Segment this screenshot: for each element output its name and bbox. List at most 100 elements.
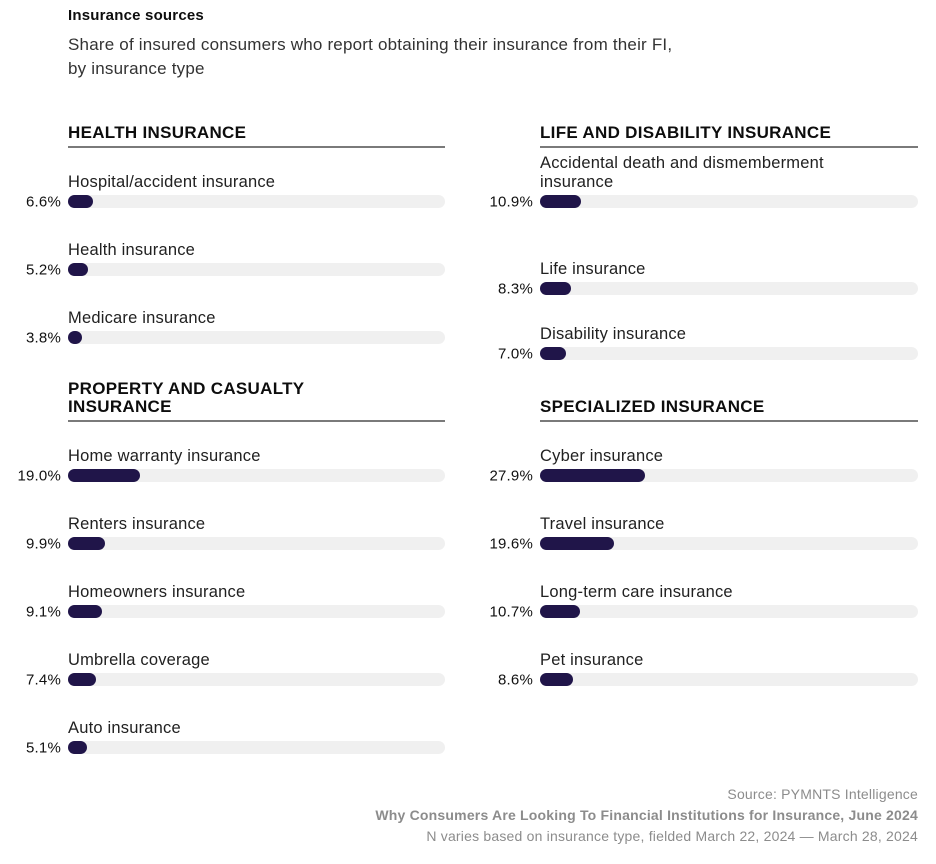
bar-label: Hospital/accident insurance bbox=[68, 173, 276, 191]
section-header: PROPERTY AND CASUALTY INSURANCE bbox=[68, 374, 445, 416]
bar-fill bbox=[540, 282, 572, 295]
chart-footer: Source: PYMNTS Intelligence Why Consumer… bbox=[0, 784, 936, 847]
bar-value: 10.7% bbox=[489, 603, 533, 620]
bar-track bbox=[68, 469, 445, 482]
section-rule bbox=[68, 146, 445, 148]
bar-value: 19.0% bbox=[17, 467, 61, 484]
bar-row: Umbrella coverage 7.4% bbox=[26, 651, 445, 688]
bar: 8.3% bbox=[498, 280, 918, 297]
bar-track bbox=[68, 537, 445, 550]
chart-title: Insurance sources bbox=[68, 7, 204, 24]
bar-value: 7.4% bbox=[26, 671, 61, 688]
footer-note: N varies based on insurance type, fielde… bbox=[426, 828, 918, 844]
section-rule bbox=[540, 146, 918, 148]
footer-report-title: Why Consumers Are Looking To Financial I… bbox=[375, 807, 918, 823]
bar-value: 9.1% bbox=[26, 603, 61, 620]
bar-value: 19.6% bbox=[489, 535, 533, 552]
bar-value: 8.6% bbox=[498, 671, 533, 688]
section-title: SPECIALIZED INSURANCE bbox=[540, 397, 765, 416]
bar-track bbox=[68, 673, 445, 686]
bar-label: Disability insurance bbox=[540, 325, 687, 343]
bar-value: 5.2% bbox=[26, 261, 61, 278]
section-title: HEALTH INSURANCE bbox=[68, 123, 247, 142]
bar-label: Accidental death and dismemberment insur… bbox=[540, 154, 824, 191]
section-rows: Cyber insurance 27.9% Travel insurance 19.6… bbox=[489, 447, 918, 688]
bar-fill bbox=[68, 605, 103, 618]
section-health-insurance: HEALTH INSURANCE Hospital/accident insura… bbox=[0, 124, 472, 374]
bar-track bbox=[540, 195, 918, 208]
bar: 8.6% bbox=[498, 671, 918, 688]
chart-subtitle-line-2: by insurance type bbox=[68, 59, 205, 78]
bar-row: Disability insurance 7.0% bbox=[498, 325, 918, 362]
bar-label: Health insurance bbox=[68, 241, 196, 259]
bar-value: 9.9% bbox=[26, 535, 61, 552]
section-rule bbox=[68, 420, 445, 422]
bar-track bbox=[540, 282, 918, 295]
bar-label: Home warranty insurance bbox=[68, 447, 261, 465]
bar-row: Health insurance 5.2% bbox=[26, 241, 445, 278]
bar-track bbox=[68, 195, 445, 208]
bar-fill bbox=[540, 469, 646, 482]
bar-label: Homeowners insurance bbox=[68, 583, 246, 601]
bar: 7.4% bbox=[26, 671, 445, 688]
bar-fill bbox=[540, 347, 567, 360]
section-rows: Accidental death and dismemberment insur… bbox=[489, 154, 918, 362]
title-block: Insurance sources Share of insured consu… bbox=[68, 7, 936, 81]
bar-row: Accidental death and dismemberment insur… bbox=[489, 154, 918, 210]
bar: 9.9% bbox=[26, 535, 445, 552]
bar-label: Cyber insurance bbox=[540, 447, 664, 465]
bar: 19.0% bbox=[17, 467, 445, 484]
bar-fill bbox=[68, 537, 106, 550]
bar-track bbox=[68, 741, 445, 754]
bar-track bbox=[68, 263, 445, 276]
section-rows: Hospital/accident insurance 6.6% Health in… bbox=[26, 173, 445, 346]
bar: 7.0% bbox=[498, 345, 918, 362]
bar-label: Life insurance bbox=[540, 260, 646, 278]
bar: 19.6% bbox=[489, 535, 918, 552]
bar: 6.6% bbox=[26, 193, 445, 210]
section-life-and-disability-insurance: LIFE AND DISABILITY INSURANCE Accidental … bbox=[472, 124, 936, 374]
section-rows: Home warranty insurance 19.0% Renters insu… bbox=[17, 447, 445, 756]
bar-label: Pet insurance bbox=[540, 651, 644, 669]
bar-value: 7.0% bbox=[498, 345, 533, 362]
bar-row: Long-term care insurance 10.7% bbox=[489, 583, 918, 620]
bar-value: 5.1% bbox=[26, 739, 61, 756]
chart-subtitle-line-1: Share of insured consumers who report ob… bbox=[68, 35, 673, 54]
section-header: LIFE AND DISABILITY INSURANCE bbox=[540, 124, 918, 142]
bar-label: Renters insurance bbox=[68, 515, 206, 533]
bar: 10.9% bbox=[489, 193, 918, 210]
section-title: PROPERTY AND CASUALTY INSURANCE bbox=[68, 379, 305, 416]
bar-track bbox=[540, 605, 918, 618]
bar-fill bbox=[68, 195, 93, 208]
bar-row: Pet insurance 8.6% bbox=[498, 651, 918, 688]
chart-subtitle: Share of insured consumers who report ob… bbox=[68, 33, 936, 81]
footer-source: Source: PYMNTS Intelligence bbox=[727, 786, 918, 802]
bar-value: 10.9% bbox=[489, 193, 533, 210]
bar-track bbox=[68, 331, 445, 344]
bar-row: Homeowners insurance 9.1% bbox=[26, 583, 445, 620]
section-specialized-insurance: SPECIALIZED INSURANCE Cyber insurance 27.9… bbox=[472, 374, 936, 754]
section-header: HEALTH INSURANCE bbox=[68, 124, 445, 142]
bar-row: Hospital/accident insurance 6.6% bbox=[26, 173, 445, 210]
bar-fill bbox=[540, 537, 615, 550]
bar-value: 3.8% bbox=[26, 329, 61, 346]
bar-fill bbox=[540, 605, 581, 618]
bar-row: Life insurance 8.3% bbox=[498, 260, 918, 297]
bar: 10.7% bbox=[489, 603, 918, 620]
bar: 9.1% bbox=[26, 603, 445, 620]
bar-fill bbox=[68, 741, 88, 754]
section-title: LIFE AND DISABILITY INSURANCE bbox=[540, 123, 832, 142]
bar-row: Home warranty insurance 19.0% bbox=[17, 447, 445, 484]
bar-row: Travel insurance 19.6% bbox=[489, 515, 918, 552]
bar-label: Auto insurance bbox=[68, 719, 181, 737]
bar-fill bbox=[540, 195, 582, 208]
bar-value: 6.6% bbox=[26, 193, 61, 210]
bar-fill bbox=[68, 673, 96, 686]
bar-track bbox=[540, 537, 918, 550]
bar-fill bbox=[68, 263, 88, 276]
bar-value: 8.3% bbox=[498, 280, 533, 297]
bar-row: Medicare insurance 3.8% bbox=[26, 309, 445, 346]
bar-label: Medicare insurance bbox=[68, 309, 216, 327]
bar-track bbox=[540, 347, 918, 360]
